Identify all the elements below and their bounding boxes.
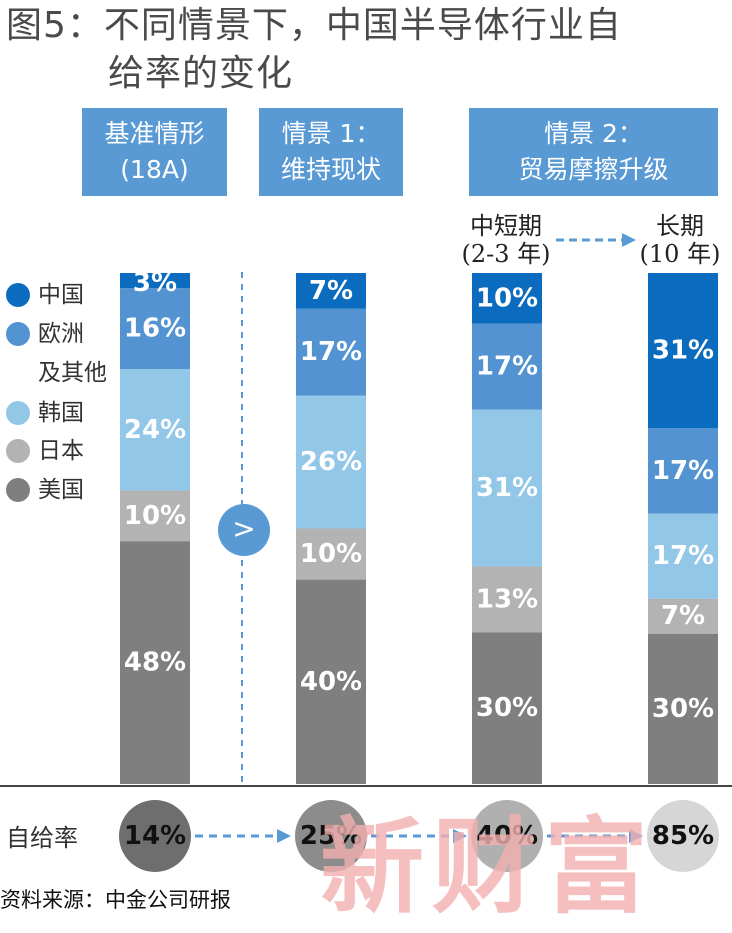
- bar-label-1-2: 26%: [300, 447, 362, 477]
- period-long-line2: (10 年): [639, 240, 721, 268]
- legend-dot-usa: [6, 478, 30, 502]
- scenario-baseline-line2: (18A): [120, 155, 189, 184]
- self-sufficiency-label: 自给率: [6, 824, 78, 852]
- bar-segment-3-3: [648, 428, 718, 514]
- self-sufficiency-row: 14% 25% 40% 85%: [119, 800, 719, 872]
- rate-arrow-head-1: [453, 829, 467, 843]
- bar-segment-3-4: [648, 273, 718, 429]
- rate-circle-0: [119, 800, 191, 872]
- rate-arrow-head-2: [629, 829, 643, 843]
- legend-label-china: 中国: [38, 282, 84, 308]
- bars-group: 48% 10% 24% 16% 3% 40% 10% 26% 17% 7% 30% 13% 31% 17%…: [120, 268, 718, 784]
- bar-label-0-0: 48%: [124, 648, 186, 678]
- rate-value-0: 14%: [124, 821, 186, 851]
- bar-label-2-3: 17%: [476, 352, 538, 382]
- source-note: 资料来源：中金公司研报: [0, 888, 231, 912]
- bar-label-2-1: 13%: [476, 584, 538, 614]
- rate-value-2: 40%: [476, 821, 538, 851]
- bar-segment-0-3: [120, 288, 190, 370]
- bar-segment-3-2: [648, 513, 718, 599]
- legend-item-korea: 韩国: [6, 398, 84, 428]
- period-short-line1: 中短期: [470, 212, 542, 240]
- bar-segment-3-1: [648, 598, 718, 634]
- bar-segment-3-0: [648, 633, 718, 784]
- bar-label-1-3: 17%: [300, 337, 362, 367]
- rate-circle-3: [647, 800, 719, 872]
- legend-dot-japan: [6, 439, 30, 463]
- scenario-baseline-box: 基准情形 (18A): [82, 108, 227, 196]
- period-arrow-head: [622, 233, 636, 247]
- rate-arrow-head-0: [277, 829, 291, 843]
- legend-item-usa: 美国: [6, 475, 84, 505]
- period-short-line2: (2-3 年): [461, 240, 551, 268]
- bar-segment-0-0: [120, 541, 190, 784]
- bar-label-3-4: 31%: [652, 336, 714, 366]
- scenario-baseline-line1: 基准情形: [104, 119, 205, 148]
- legend-dot-china: [6, 283, 30, 307]
- legend-label-korea: 韩国: [38, 400, 84, 426]
- bar-segment-2-3: [472, 323, 542, 410]
- scenario-1-box: 情景 1： 维持现状: [259, 108, 403, 196]
- bar-segment-1-2: [296, 395, 366, 529]
- bar-label-2-4: 10%: [476, 283, 538, 313]
- stacked-bar-chart: 48% 10% 24% 16% 3% 40% 10% 26% 17% 7% 30% 13% 31% 17%…: [0, 233, 732, 872]
- bar-segment-2-0: [472, 632, 542, 784]
- bar-label-1-4: 7%: [309, 276, 353, 306]
- rate-value-1: 25%: [300, 821, 362, 851]
- bar-segment-1-1: [296, 528, 366, 580]
- bar-label-3-2: 17%: [652, 541, 714, 571]
- bar-label-3-1: 7%: [661, 601, 705, 631]
- period-short: 中短期 (2-3 年): [440, 212, 572, 268]
- chart-title: 图5：不同情景下，中国半导体行业自 给率的变化: [6, 2, 730, 98]
- bar-label-0-2: 24%: [124, 415, 186, 445]
- bar-segment-2-1: [472, 566, 542, 633]
- title-line-1: 图5：不同情景下，中国半导体行业自: [6, 5, 622, 46]
- legend-dot-korea: [6, 401, 30, 425]
- bar-segment-1-0: [296, 579, 366, 784]
- period-long: 长期 (10 年): [624, 212, 732, 268]
- rate-circle-1: [295, 800, 367, 872]
- legend-item-china: 中国: [6, 280, 84, 310]
- bar-segment-0-4: [120, 273, 190, 289]
- legend-item-europe: 欧洲: [6, 319, 84, 349]
- rate-circle-2: [471, 800, 543, 872]
- legend-item-japan: 日本: [6, 436, 84, 466]
- bar-label-0-3: 16%: [124, 314, 186, 344]
- bar-segment-1-3: [296, 308, 366, 396]
- legend-label-europe: 欧洲: [38, 321, 84, 347]
- bar-label-0-4: 3%: [133, 268, 177, 298]
- scenario-2-box: 情景 2： 贸易摩擦升级: [469, 108, 718, 196]
- legend-dot-europe: [6, 322, 30, 346]
- watermark-text: 新财富: [320, 805, 657, 928]
- bar-label-2-2: 31%: [476, 473, 538, 503]
- legend-label-europe-line2: 及其他: [38, 360, 107, 386]
- bar-label-3-3: 17%: [652, 456, 714, 486]
- title-line-2: 给率的变化: [108, 53, 294, 94]
- bar-label-1-0: 40%: [300, 667, 362, 697]
- scenario-2-line2: 贸易摩擦升级: [518, 155, 669, 184]
- scenario-1-line1: 情景 1：: [281, 119, 381, 148]
- legend-label-japan: 日本: [38, 438, 84, 464]
- bar-label-0-1: 10%: [124, 501, 186, 531]
- scenario-1-line2: 维持现状: [280, 155, 381, 184]
- bar-label-2-0: 30%: [476, 693, 538, 723]
- bar-label-1-1: 10%: [300, 539, 362, 569]
- bar-segment-0-2: [120, 369, 190, 491]
- period-long-line1: 长期: [656, 212, 704, 240]
- bar-segment-2-4: [472, 273, 542, 324]
- bar-segment-2-2: [472, 409, 542, 567]
- bar-segment-0-1: [120, 490, 190, 542]
- rate-value-3: 85%: [652, 821, 714, 851]
- scenario-2-line1: 情景 2：: [544, 119, 643, 148]
- bar-segment-1-4: [296, 273, 366, 309]
- greater-than-badge: >: [218, 504, 270, 556]
- legend-label-usa: 美国: [38, 477, 84, 503]
- bar-label-3-0: 30%: [652, 694, 714, 724]
